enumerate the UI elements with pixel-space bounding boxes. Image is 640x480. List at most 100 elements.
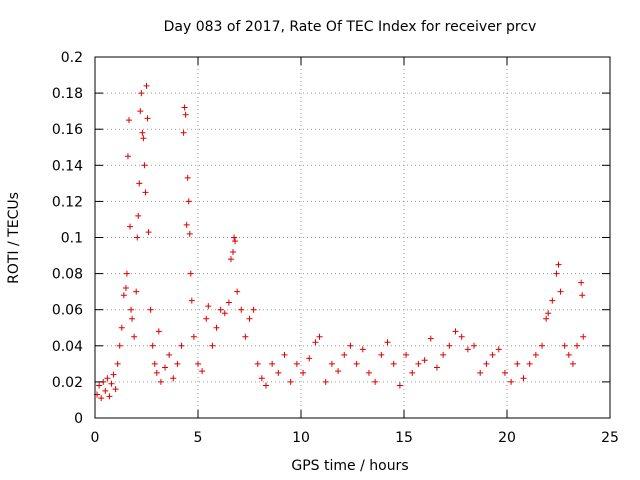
data-point <box>187 270 194 277</box>
chart-title: Day 083 of 2017, Rate Of TEC Index for r… <box>164 19 537 35</box>
data-point <box>209 342 216 349</box>
x-tick-label: 20 <box>498 430 516 446</box>
data-point <box>199 368 206 375</box>
y-tick-label: 0.02 <box>52 375 83 391</box>
data-point <box>140 135 147 142</box>
data-point <box>238 306 245 313</box>
data-point <box>185 198 192 205</box>
data-point <box>347 342 354 349</box>
data-point <box>545 310 552 317</box>
data-point <box>415 360 422 367</box>
data-point <box>221 310 228 317</box>
data-point <box>489 351 496 358</box>
y-axis-label: ROTI / TECUs <box>6 192 22 284</box>
data-point <box>108 380 115 387</box>
data-point <box>574 342 581 349</box>
data-point <box>549 297 556 304</box>
data-point <box>184 174 191 181</box>
data-point <box>133 288 140 295</box>
data-point <box>96 382 103 389</box>
data-point <box>182 111 189 118</box>
y-tick-label: 0.14 <box>52 158 83 174</box>
y-tick-label: 0.16 <box>52 122 83 138</box>
data-point <box>230 248 237 255</box>
data-point <box>127 223 134 230</box>
y-tick-label: 0.1 <box>61 231 83 247</box>
data-point <box>555 261 562 268</box>
data-point <box>149 342 156 349</box>
data-point <box>155 328 162 335</box>
data-point <box>359 346 366 353</box>
data-point <box>186 230 193 237</box>
data-point <box>195 360 201 367</box>
data-point <box>300 369 307 376</box>
data-point <box>293 360 300 367</box>
data-point <box>118 324 125 331</box>
data-point <box>112 386 119 393</box>
data-point <box>123 270 130 277</box>
data-point <box>246 315 253 322</box>
x-tick-label: 0 <box>91 430 100 446</box>
data-point <box>225 299 232 306</box>
data-point <box>183 221 190 228</box>
y-tick-label: 0.04 <box>52 339 83 355</box>
data-point <box>217 306 224 313</box>
data-point <box>421 357 428 364</box>
data-point <box>180 129 187 136</box>
data-point <box>306 355 313 362</box>
data-point <box>114 360 121 367</box>
data-point <box>275 369 282 376</box>
data-point <box>532 351 539 358</box>
data-point <box>129 315 136 322</box>
data-point <box>543 315 550 322</box>
data-point <box>254 360 261 367</box>
plot-frame <box>94 56 611 419</box>
data-point <box>157 378 164 385</box>
data-point <box>335 368 342 375</box>
data-point <box>440 351 447 358</box>
data-point <box>124 153 131 160</box>
x-tick-label: 15 <box>395 430 413 446</box>
data-point <box>142 189 149 196</box>
data-point <box>384 339 391 346</box>
y-tick-label: 0.12 <box>52 194 83 210</box>
data-points <box>94 82 587 402</box>
data-point <box>561 342 568 349</box>
data-point <box>579 292 586 299</box>
data-point <box>287 378 294 385</box>
data-point <box>128 306 135 313</box>
data-point <box>372 378 379 385</box>
data-point <box>136 180 143 187</box>
data-point <box>464 346 471 353</box>
data-point <box>205 303 212 310</box>
data-point <box>446 342 453 349</box>
data-point <box>203 315 210 322</box>
data-point <box>427 335 434 342</box>
data-point <box>452 328 459 335</box>
data-point <box>110 371 117 378</box>
data-point <box>151 360 158 367</box>
data-point <box>316 333 323 340</box>
data-point <box>135 212 142 219</box>
data-point <box>145 229 152 236</box>
data-point <box>141 162 148 169</box>
data-point <box>269 360 276 367</box>
y-tick-label: 0.2 <box>61 50 83 66</box>
data-point <box>106 393 113 400</box>
data-point <box>514 360 521 367</box>
data-point <box>227 256 234 263</box>
data-point <box>120 292 127 299</box>
axis-ticks: 0 5 10 15 20 25 0 0.02 0.04 0.06 0.08 0.1 0.12 0.14 0.… <box>52 50 619 446</box>
data-point <box>557 288 564 295</box>
data-point <box>104 375 111 382</box>
data-point <box>147 306 154 313</box>
data-point <box>565 351 572 358</box>
data-point <box>125 117 132 124</box>
data-point <box>281 351 288 358</box>
data-point <box>508 378 515 385</box>
data-point <box>174 360 181 367</box>
data-point <box>569 360 576 367</box>
data-point <box>188 297 195 304</box>
y-tick-label: 0 <box>74 411 83 427</box>
